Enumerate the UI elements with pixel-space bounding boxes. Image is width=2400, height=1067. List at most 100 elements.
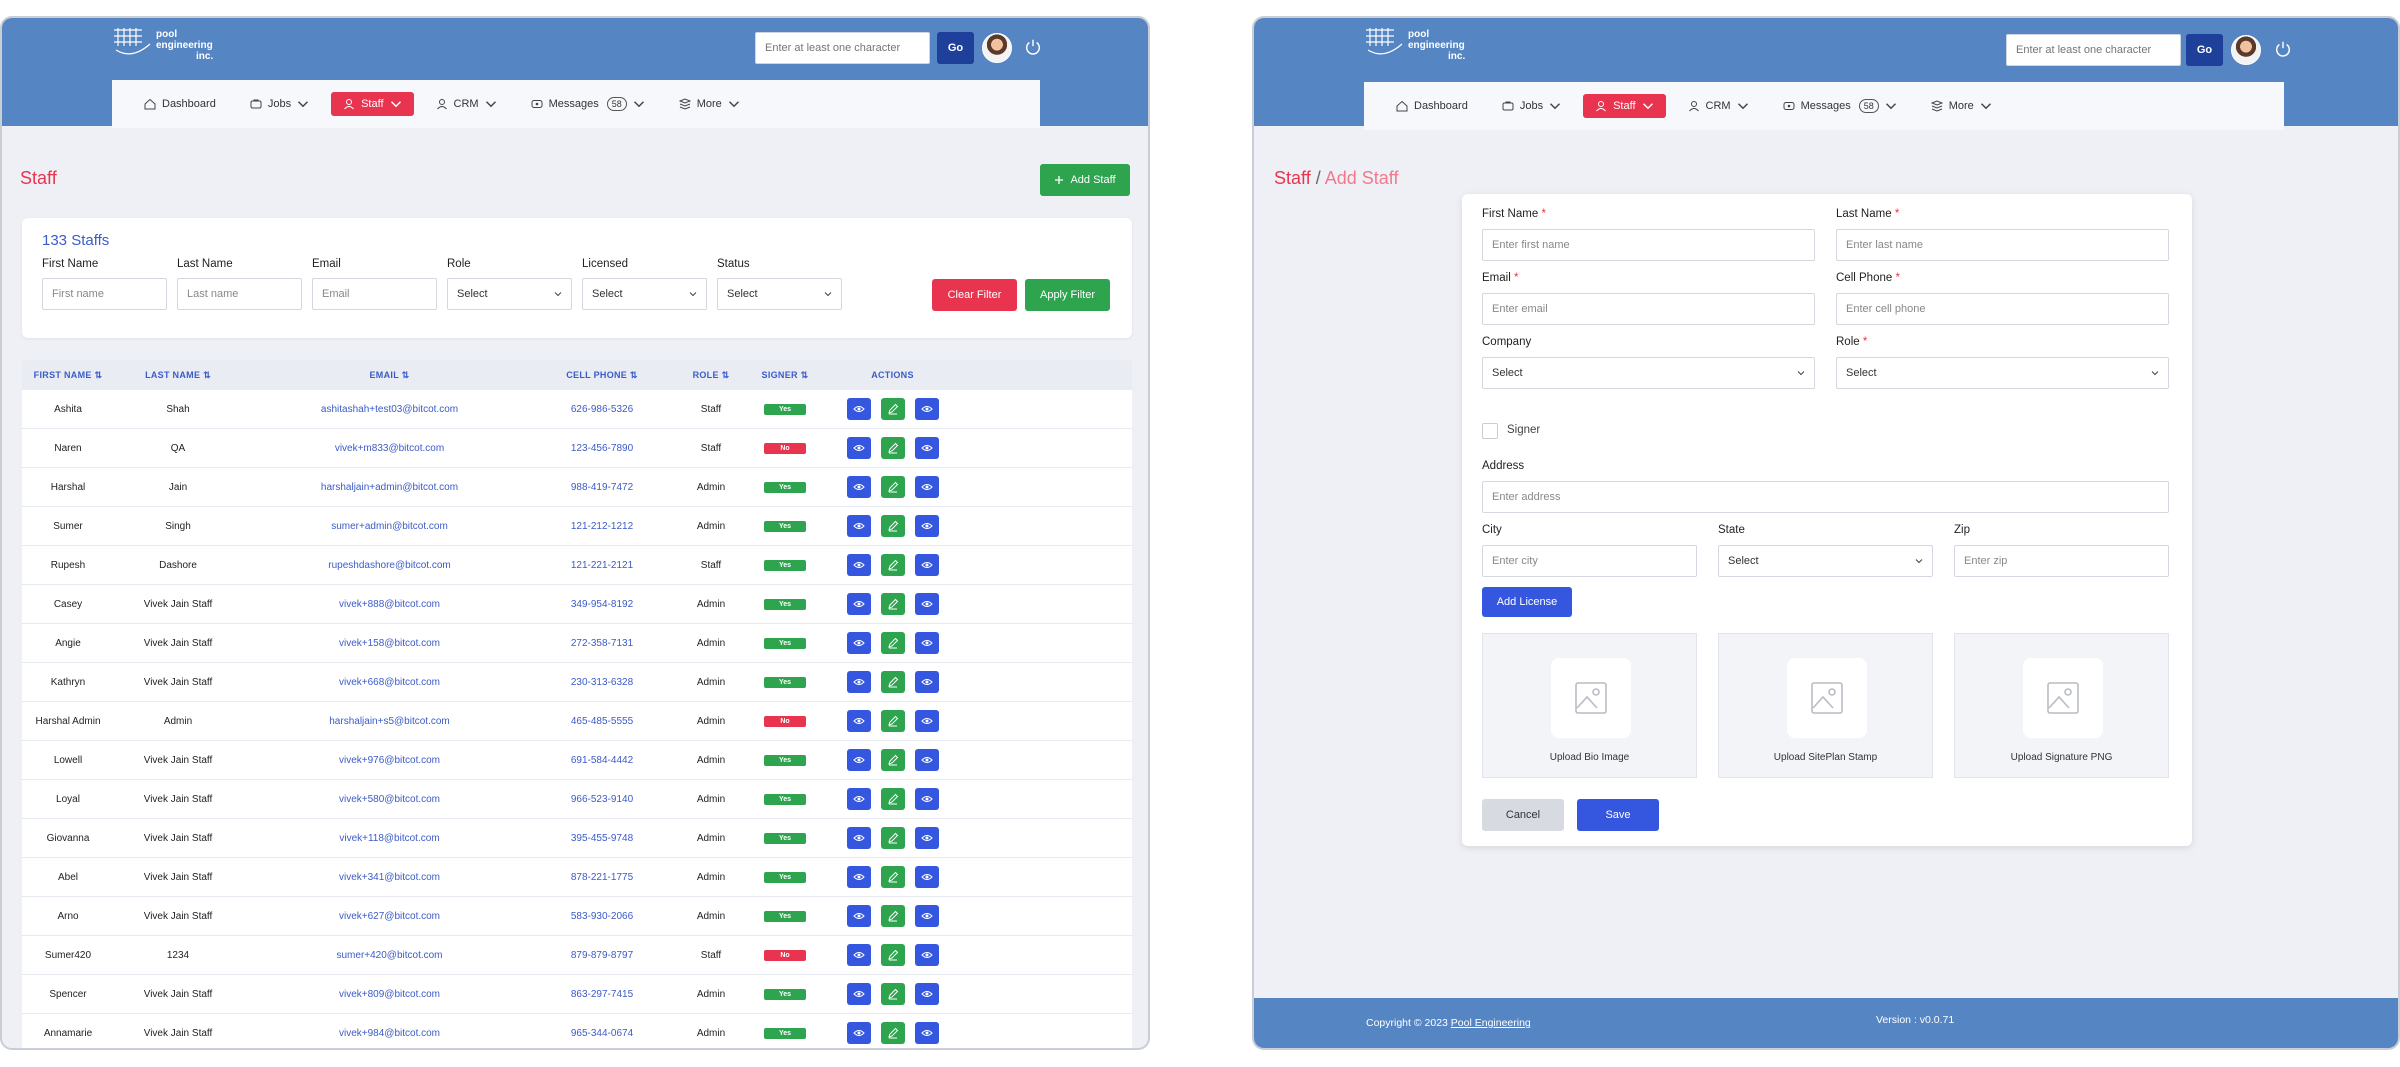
edit-button[interactable] bbox=[880, 905, 905, 927]
view-button[interactable] bbox=[846, 593, 871, 615]
cell-phone[interactable]: 123-456-7890 bbox=[570, 442, 634, 454]
clear-filter-button[interactable]: Clear Filter bbox=[932, 279, 1017, 311]
cell-phone-input[interactable]: Enter cell phone bbox=[1836, 293, 2169, 325]
apply-filter-button[interactable]: Apply Filter bbox=[1025, 279, 1110, 311]
view-button[interactable] bbox=[846, 1022, 871, 1044]
preview-button[interactable] bbox=[914, 437, 939, 459]
add-staff-button[interactable]: Add Staff bbox=[1040, 164, 1130, 196]
status-filter-select[interactable]: Select bbox=[717, 278, 842, 310]
company-link[interactable]: Pool Engineering bbox=[1450, 1017, 1531, 1029]
breadcrumb-staff-link[interactable]: Staff bbox=[1274, 168, 1311, 188]
view-button[interactable] bbox=[846, 515, 871, 537]
cell-phone[interactable]: 988-419-7472 bbox=[570, 481, 634, 493]
cell-email[interactable]: vivek+158@bitcot.com bbox=[338, 637, 441, 649]
view-button[interactable] bbox=[846, 827, 871, 849]
add-license-button[interactable]: Add License bbox=[1482, 587, 1572, 617]
cell-phone[interactable]: 879-879-8797 bbox=[570, 949, 634, 961]
edit-button[interactable] bbox=[880, 554, 905, 576]
go-button[interactable]: Go bbox=[937, 32, 974, 64]
nav-crm[interactable]: CRM bbox=[424, 92, 509, 116]
company-select[interactable]: Select bbox=[1482, 357, 1815, 389]
cell-phone[interactable]: 121-212-1212 bbox=[570, 520, 634, 532]
view-button[interactable] bbox=[846, 671, 871, 693]
cell-phone[interactable]: 230-313-6328 bbox=[570, 676, 634, 688]
cell-email[interactable]: harshaljain+admin@bitcot.com bbox=[320, 481, 459, 493]
col-last-name[interactable]: LAST NAME ⇅ bbox=[104, 370, 252, 381]
col-cell-phone[interactable]: CELL PHONE ⇅ bbox=[527, 370, 677, 381]
company-logo[interactable]: pool engineering inc. bbox=[1364, 26, 1465, 62]
edit-button[interactable] bbox=[880, 983, 905, 1005]
nav-crm[interactable]: CRM bbox=[1676, 94, 1761, 118]
preview-button[interactable] bbox=[914, 749, 939, 771]
cell-phone[interactable]: 583-930-2066 bbox=[570, 910, 634, 922]
preview-button[interactable] bbox=[914, 632, 939, 654]
edit-button[interactable] bbox=[880, 671, 905, 693]
cell-email[interactable]: sumer+admin@bitcot.com bbox=[331, 520, 448, 532]
cell-phone[interactable]: 691-584-4442 bbox=[570, 754, 634, 766]
preview-button[interactable] bbox=[914, 1022, 939, 1044]
city-input[interactable]: Enter city bbox=[1482, 545, 1697, 577]
preview-button[interactable] bbox=[914, 827, 939, 849]
col-signer[interactable]: SIGNER ⇅ bbox=[745, 370, 825, 381]
cell-phone[interactable]: 395-455-9748 bbox=[570, 832, 634, 844]
col-email[interactable]: EMAIL ⇅ bbox=[252, 370, 527, 381]
company-logo[interactable]: pool engineering inc. bbox=[112, 26, 213, 62]
global-search-input[interactable] bbox=[755, 32, 930, 64]
email-input[interactable]: Enter email bbox=[1482, 293, 1815, 325]
first-name-filter-input[interactable]: First name bbox=[42, 278, 167, 310]
view-button[interactable] bbox=[846, 398, 871, 420]
last-name-input[interactable]: Enter last name bbox=[1836, 229, 2169, 261]
preview-button[interactable] bbox=[914, 905, 939, 927]
nav-jobs[interactable]: Jobs bbox=[1490, 94, 1573, 118]
go-button[interactable]: Go bbox=[2186, 34, 2223, 66]
user-avatar[interactable] bbox=[2231, 35, 2261, 65]
cell-email[interactable]: vivek+341@bitcot.com bbox=[338, 871, 441, 883]
power-icon[interactable] bbox=[1024, 38, 1042, 56]
cell-phone[interactable]: 349-954-8192 bbox=[570, 598, 634, 610]
preview-button[interactable] bbox=[914, 476, 939, 498]
cell-email[interactable]: sumer+420@bitcot.com bbox=[336, 949, 443, 961]
edit-button[interactable] bbox=[880, 944, 905, 966]
nav-staff[interactable]: Staff bbox=[331, 92, 414, 116]
signer-checkbox[interactable] bbox=[1482, 423, 1498, 439]
view-button[interactable] bbox=[846, 983, 871, 1005]
last-name-filter-input[interactable]: Last name bbox=[177, 278, 302, 310]
edit-button[interactable] bbox=[880, 476, 905, 498]
edit-button[interactable] bbox=[880, 437, 905, 459]
edit-button[interactable] bbox=[880, 788, 905, 810]
nav-jobs[interactable]: Jobs bbox=[238, 92, 321, 116]
col-role[interactable]: ROLE ⇅ bbox=[677, 370, 745, 381]
upload-siteplan-stamp[interactable]: Upload SitePlan Stamp bbox=[1718, 633, 1933, 778]
preview-button[interactable] bbox=[914, 515, 939, 537]
cell-email[interactable]: vivek+580@bitcot.com bbox=[338, 793, 441, 805]
view-button[interactable] bbox=[846, 554, 871, 576]
cell-email[interactable]: vivek+809@bitcot.com bbox=[338, 988, 441, 1000]
cell-phone[interactable]: 465-485-5555 bbox=[570, 715, 634, 727]
preview-button[interactable] bbox=[914, 671, 939, 693]
edit-button[interactable] bbox=[880, 866, 905, 888]
cell-email[interactable]: vivek+m833@bitcot.com bbox=[334, 442, 445, 454]
nav-messages[interactable]: Messages 58 bbox=[519, 91, 657, 117]
view-button[interactable] bbox=[846, 710, 871, 732]
nav-dashboard[interactable]: Dashboard bbox=[132, 92, 228, 116]
cell-phone[interactable]: 272-358-7131 bbox=[570, 637, 634, 649]
cell-phone[interactable]: 863-297-7415 bbox=[570, 988, 634, 1000]
preview-button[interactable] bbox=[914, 710, 939, 732]
edit-button[interactable] bbox=[880, 827, 905, 849]
view-button[interactable] bbox=[846, 632, 871, 654]
upload-signature-png[interactable]: Upload Signature PNG bbox=[1954, 633, 2169, 778]
power-icon[interactable] bbox=[2274, 40, 2292, 58]
nav-more[interactable]: More bbox=[1919, 94, 2004, 118]
preview-button[interactable] bbox=[914, 866, 939, 888]
preview-button[interactable] bbox=[914, 983, 939, 1005]
cell-phone[interactable]: 121-221-2121 bbox=[570, 559, 634, 571]
view-button[interactable] bbox=[846, 866, 871, 888]
save-button[interactable]: Save bbox=[1577, 799, 1659, 831]
cell-phone[interactable]: 878-221-1775 bbox=[570, 871, 634, 883]
cell-email[interactable]: vivek+627@bitcot.com bbox=[338, 910, 441, 922]
address-input[interactable]: Enter address bbox=[1482, 481, 2169, 513]
cell-email[interactable]: vivek+118@bitcot.com bbox=[339, 832, 440, 844]
cell-phone[interactable]: 966-523-9140 bbox=[570, 793, 634, 805]
nav-dashboard[interactable]: Dashboard bbox=[1384, 94, 1480, 118]
cell-email[interactable]: harshaljain+s5@bitcot.com bbox=[329, 715, 450, 727]
